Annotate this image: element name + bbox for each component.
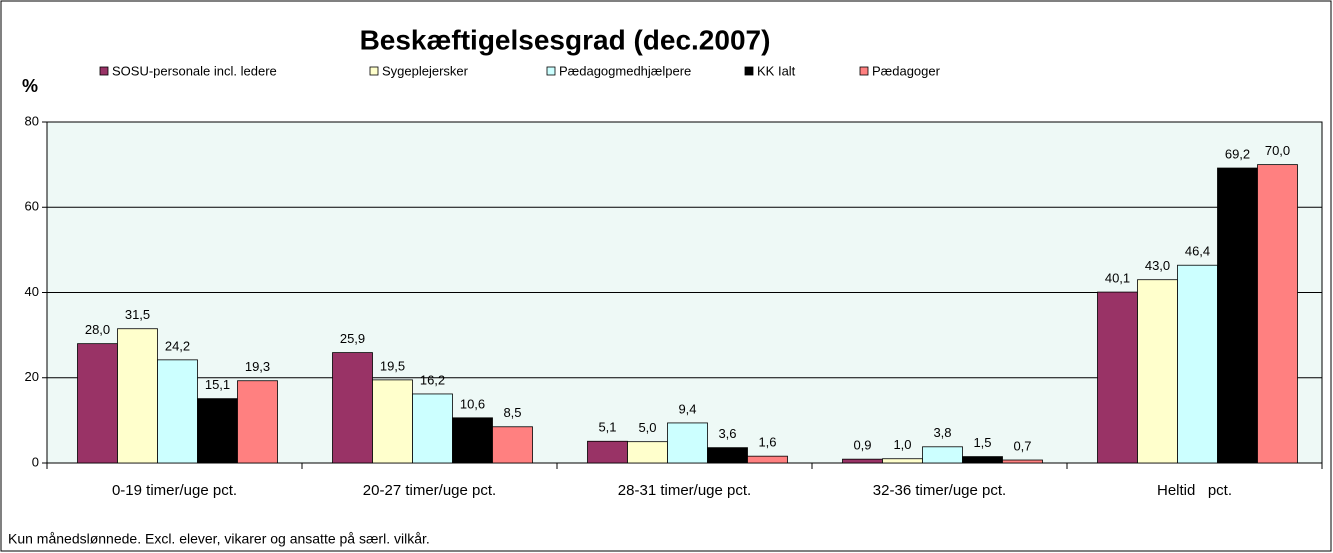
value-label: 69,2 <box>1225 146 1250 161</box>
legend-label: KK Ialt <box>757 63 796 78</box>
value-label: 46,4 <box>1185 244 1210 259</box>
y-tick-label: 0 <box>32 454 39 469</box>
bar <box>587 440 628 464</box>
bar <box>1217 167 1258 464</box>
value-label: 43,0 <box>1145 258 1170 273</box>
bar <box>452 417 493 464</box>
bar <box>747 455 788 464</box>
legend-swatch <box>99 66 109 76</box>
bar <box>1177 264 1218 464</box>
value-label: 1,5 <box>973 435 991 450</box>
y-axis-label: % <box>22 76 38 96</box>
legend-label: Sygeplejersker <box>382 63 469 78</box>
x-tick-label: 32-36 timer/uge pct. <box>873 482 1006 499</box>
bar <box>1257 164 1298 464</box>
bar <box>412 393 453 464</box>
legend-label: Pædagoger <box>872 63 941 78</box>
legend-label: Pædagogmedhjælpere <box>559 63 691 78</box>
bar <box>197 398 238 464</box>
value-label: 10,6 <box>460 396 485 411</box>
bar <box>492 426 533 464</box>
value-label: 19,3 <box>245 359 270 374</box>
bar <box>372 379 413 464</box>
value-label: 5,1 <box>598 420 616 435</box>
x-tick-label: 0-19 timer/uge pct. <box>112 482 237 499</box>
value-label: 8,5 <box>503 405 521 420</box>
bar <box>237 380 278 464</box>
bar <box>1002 459 1043 464</box>
value-label: 70,0 <box>1265 143 1290 158</box>
value-label: 1,0 <box>893 437 911 452</box>
legend-swatch <box>859 66 869 76</box>
value-label: 31,5 <box>125 307 150 322</box>
bar <box>922 446 963 464</box>
bar <box>627 441 668 464</box>
value-label: 24,2 <box>165 338 190 353</box>
value-label: 40,1 <box>1105 271 1130 286</box>
y-tick-label: 20 <box>25 369 39 384</box>
bar <box>117 328 158 464</box>
bar <box>332 352 373 464</box>
value-label: 16,2 <box>420 372 445 387</box>
bar <box>842 458 883 464</box>
bar <box>962 456 1003 464</box>
y-tick-label: 80 <box>25 113 39 128</box>
value-label: 3,8 <box>933 425 951 440</box>
value-label: 28,0 <box>85 322 110 337</box>
bar <box>707 447 748 464</box>
y-tick-label: 60 <box>25 199 39 214</box>
legend-label: SOSU-personale incl. ledere <box>112 63 277 78</box>
legend-swatch <box>369 66 379 76</box>
x-tick-label: 28-31 timer/uge pct. <box>618 482 751 499</box>
legend-swatch <box>546 66 556 76</box>
value-label: 25,9 <box>340 331 365 346</box>
bar <box>667 422 708 464</box>
value-label: 0,7 <box>1013 438 1031 453</box>
legend-swatch <box>744 66 754 76</box>
chart-title: Beskæftigelsesgrad (dec.2007) <box>360 24 771 55</box>
y-tick-label: 40 <box>25 284 39 299</box>
x-tick-label: Heltid pct. <box>1157 482 1232 499</box>
x-tick-label: 20-27 timer/uge pct. <box>363 482 496 499</box>
bar <box>1137 279 1178 464</box>
value-label: 5,0 <box>638 420 656 435</box>
value-label: 1,6 <box>758 435 776 450</box>
bar <box>882 458 923 464</box>
bar <box>1097 291 1138 464</box>
bar <box>77 343 118 464</box>
value-label: 15,1 <box>205 377 230 392</box>
bar <box>157 359 198 464</box>
value-label: 0,9 <box>853 438 871 453</box>
note: Kun månedslønnede. Excl. elever, vikarer… <box>8 531 430 547</box>
value-label: 3,6 <box>718 426 736 441</box>
value-label: 19,5 <box>380 358 405 373</box>
value-label: 9,4 <box>678 401 696 416</box>
